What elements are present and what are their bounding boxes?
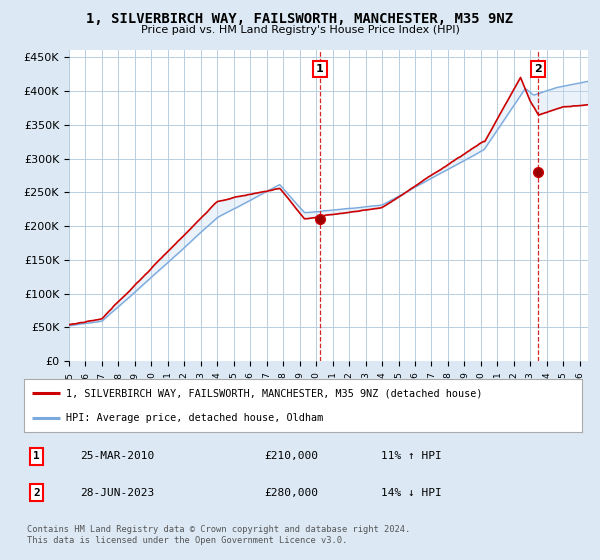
Text: 28-JUN-2023: 28-JUN-2023: [80, 488, 154, 498]
Text: 11% ↑ HPI: 11% ↑ HPI: [381, 451, 442, 461]
Text: 1, SILVERBIRCH WAY, FAILSWORTH, MANCHESTER, M35 9NZ (detached house): 1, SILVERBIRCH WAY, FAILSWORTH, MANCHEST…: [66, 389, 482, 399]
Text: 1, SILVERBIRCH WAY, FAILSWORTH, MANCHESTER, M35 9NZ: 1, SILVERBIRCH WAY, FAILSWORTH, MANCHEST…: [86, 12, 514, 26]
Text: 1: 1: [33, 451, 40, 461]
Text: HPI: Average price, detached house, Oldham: HPI: Average price, detached house, Oldh…: [66, 413, 323, 423]
Text: 14% ↓ HPI: 14% ↓ HPI: [381, 488, 442, 498]
Text: 2: 2: [535, 64, 542, 74]
Text: 25-MAR-2010: 25-MAR-2010: [80, 451, 154, 461]
Text: Contains HM Land Registry data © Crown copyright and database right 2024.
This d: Contains HM Land Registry data © Crown c…: [27, 525, 410, 545]
Text: £210,000: £210,000: [264, 451, 318, 461]
Text: £280,000: £280,000: [264, 488, 318, 498]
Text: 2: 2: [33, 488, 40, 498]
Text: Price paid vs. HM Land Registry's House Price Index (HPI): Price paid vs. HM Land Registry's House …: [140, 25, 460, 35]
Text: 1: 1: [316, 64, 324, 74]
